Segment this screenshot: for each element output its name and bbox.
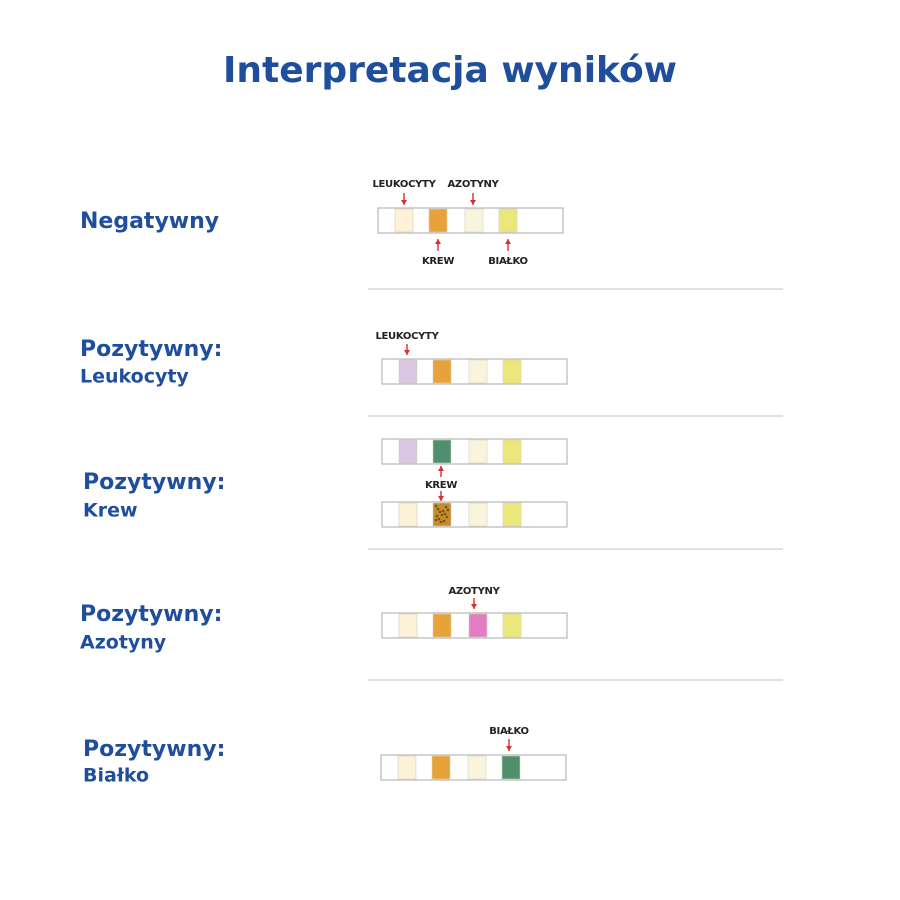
speckle: [437, 517, 441, 521]
speckle: [441, 509, 445, 513]
test-pad: [502, 359, 522, 384]
test-pad: [468, 359, 488, 384]
test-pad: [432, 359, 452, 384]
speckle: [444, 505, 448, 509]
test-pad: [468, 502, 488, 527]
arrow-head: [404, 350, 410, 355]
speckle: [440, 513, 444, 517]
detail: Azotyny: [80, 632, 167, 654]
test-pad: [502, 613, 522, 638]
test-pad: [432, 439, 452, 464]
strip-label: LEUKOCYTY: [372, 179, 436, 190]
speckle: [434, 518, 438, 522]
detail: Białko: [83, 765, 149, 787]
status: Negatywny: [80, 209, 219, 234]
test-pad: [468, 613, 488, 638]
status: Pozytywny:: [83, 470, 225, 495]
strip-label: KREW: [422, 256, 454, 267]
test-pad: [431, 755, 451, 780]
test-pad: [398, 359, 418, 384]
test-pad: [502, 439, 522, 464]
speckle: [435, 514, 439, 518]
test-pad: [394, 208, 414, 233]
test-pad: [464, 208, 484, 233]
speckle: [436, 507, 440, 511]
strip-label: AZOTYNY: [448, 586, 500, 597]
arrow-head: [435, 239, 441, 244]
status: Pozytywny:: [80, 602, 222, 627]
strip-label: BIAŁKO: [488, 256, 528, 267]
speckle: [442, 519, 446, 523]
detail: Krew: [83, 500, 138, 522]
speckle: [443, 512, 447, 516]
test-pad: [398, 613, 418, 638]
arrow-head: [471, 604, 477, 609]
strip-label: KREW: [425, 480, 457, 491]
test-pad: [432, 613, 452, 638]
status: Pozytywny:: [83, 737, 225, 762]
arrow-head: [505, 239, 511, 244]
test-pad: [397, 755, 417, 780]
speckle: [439, 520, 443, 524]
speckle: [445, 515, 449, 519]
test-pad: [398, 439, 418, 464]
arrow-head: [470, 200, 476, 205]
test-pad: [428, 208, 448, 233]
arrow-head: [506, 746, 512, 751]
test-pad: [498, 208, 518, 233]
test-pad: [468, 439, 488, 464]
arrow-head: [438, 496, 444, 501]
arrow-head: [401, 200, 407, 205]
strip-label: LEUKOCYTY: [375, 331, 439, 342]
test-pad: [467, 755, 487, 780]
test-pad: [501, 755, 521, 780]
title: Interpretacja wyników: [223, 50, 677, 91]
arrow-head: [438, 466, 444, 471]
speckle: [434, 504, 438, 508]
strip-label: AZOTYNY: [447, 179, 499, 190]
test-pad: [398, 502, 418, 527]
strip-label: BIAŁKO: [489, 726, 529, 737]
status: Pozytywny:: [80, 337, 222, 362]
speckle: [438, 510, 442, 514]
detail: Leukocyty: [80, 366, 189, 388]
speckle: [446, 508, 450, 512]
test-pad: [502, 502, 522, 527]
